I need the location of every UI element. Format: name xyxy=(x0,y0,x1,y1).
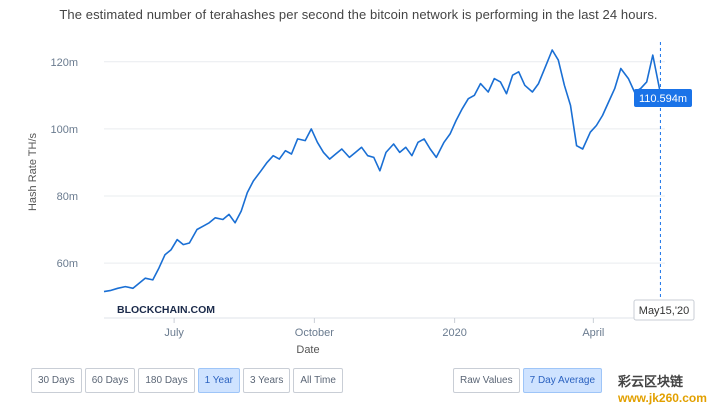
y-tick-label: 80m xyxy=(57,191,78,203)
overlay-brand-text: 彩云区块链 xyxy=(618,374,684,389)
chart-subtitle: The estimated number of terahashes per s… xyxy=(59,7,658,22)
mode-button-raw-values[interactable]: Raw Values xyxy=(453,368,520,393)
y-tick-label: 120m xyxy=(50,57,78,69)
hash-rate-line xyxy=(103,49,662,293)
x-tick-label: 2020 xyxy=(442,327,466,339)
x-axis-title: Date xyxy=(296,344,319,356)
y-tick-label: 100m xyxy=(50,124,78,136)
grid-lines xyxy=(104,61,665,264)
value-tooltip: 110.594m xyxy=(639,93,687,105)
date-tooltip-box xyxy=(633,299,695,321)
date-tooltip: May15,'20 xyxy=(639,305,689,317)
x-tick-label: July xyxy=(164,327,184,339)
value-tooltip-box xyxy=(634,89,692,107)
range-button-1-year[interactable]: 1 Year xyxy=(197,368,240,393)
mode-button-7-day-average[interactable]: 7 Day Average xyxy=(522,368,603,393)
range-button-60-days[interactable]: 60 Days xyxy=(84,368,136,393)
range-button-3-years[interactable]: 3 Years xyxy=(243,368,291,393)
range-button-30-days[interactable]: 30 Days xyxy=(31,368,82,393)
x-tick-labels: July October 2020 April xyxy=(104,317,665,339)
y-axis-title: Hash Rate TH/s xyxy=(27,132,39,211)
brand-watermark: BLOCKCHAIN.COM xyxy=(117,304,215,316)
range-button-all-time[interactable]: All Time xyxy=(293,368,343,393)
range-button-180-days[interactable]: 180 Days xyxy=(138,368,195,393)
value-mode-selector: Raw Values 7 Day Average xyxy=(453,368,605,393)
x-tick-label: October xyxy=(295,327,334,339)
y-tick-labels: 60m 80m 100m 120m xyxy=(50,57,78,270)
overlay-site-text: www.jk260.com xyxy=(618,391,707,405)
overlay-watermark: 彩云区块链 www.jk260.com xyxy=(618,371,707,405)
x-tick-label: April xyxy=(582,327,604,339)
time-range-selector: 30 Days 60 Days 180 Days 1 Year 3 Years All T… xyxy=(31,368,346,393)
y-tick-label: 60m xyxy=(57,258,78,270)
